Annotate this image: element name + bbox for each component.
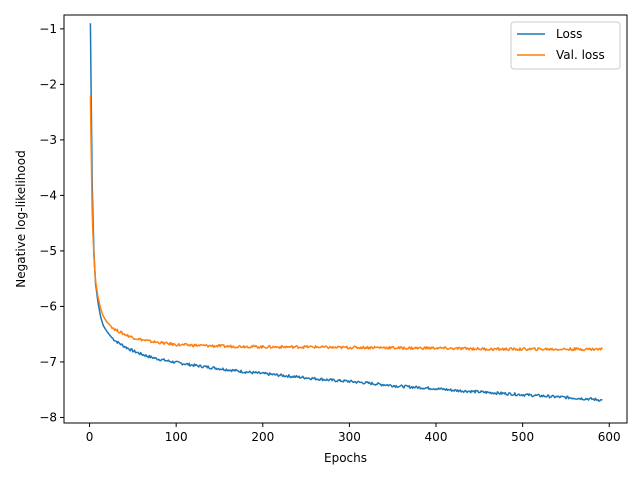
y-tick-label: −2	[39, 77, 57, 91]
y-tick-label: −1	[39, 22, 57, 36]
x-tick-label: 200	[251, 430, 274, 444]
y-axis-label: Negative log-likelihood	[14, 150, 28, 287]
x-axis-label: Epochs	[324, 451, 367, 465]
x-axis: 0 100 200 300 400 500 600	[86, 423, 621, 444]
legend-label: Loss	[556, 27, 582, 41]
y-axis: −1 −2 −3 −4 −5 −6 −7 −8	[39, 22, 64, 424]
x-tick-label: 100	[165, 430, 188, 444]
x-tick-label: 400	[425, 430, 448, 444]
series-line-0	[89, 23, 603, 402]
series-line-1	[89, 95, 603, 352]
y-tick-label: −8	[39, 410, 57, 424]
legend: Loss Val. loss	[510, 21, 621, 70]
legend-label: Val. loss	[556, 48, 605, 62]
plot-frame	[63, 14, 628, 424]
y-tick-label: −3	[39, 133, 57, 147]
x-tick-label: 300	[338, 430, 361, 444]
x-tick-label: 500	[511, 430, 534, 444]
x-tick-label: 600	[598, 430, 621, 444]
plot-lines	[89, 23, 603, 402]
y-tick-label: −5	[39, 244, 57, 258]
x-tick-label: 0	[86, 430, 94, 444]
y-tick-label: −7	[39, 355, 57, 369]
y-tick-label: −4	[39, 188, 57, 202]
y-tick-label: −6	[39, 299, 57, 313]
